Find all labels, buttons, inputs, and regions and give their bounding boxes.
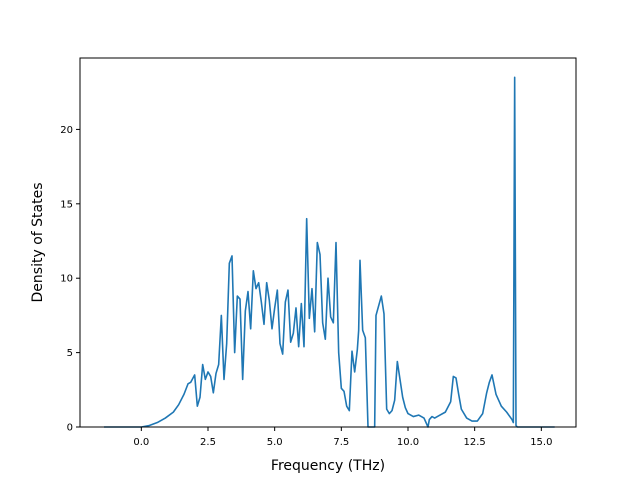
- x-tick-label: 15.0: [530, 437, 552, 448]
- x-tick-label: 5.0: [267, 437, 283, 448]
- series-layer: [104, 76, 555, 428]
- y-tick-label: 0: [67, 423, 73, 434]
- series-line-0: [104, 76, 555, 428]
- y-tick-label: 10: [60, 274, 73, 285]
- x-tick-label: 12.5: [464, 437, 486, 448]
- y-tick-label: 15: [60, 199, 73, 210]
- x-tick-label: 10.0: [397, 437, 419, 448]
- x-tick-label: 0.0: [133, 437, 149, 448]
- y-axis-label: Density of States: [30, 183, 46, 303]
- x-tick-label: 2.5: [200, 437, 216, 448]
- y-axis-ticks: 0 5 10 15 20: [60, 125, 80, 434]
- y-tick-label: 20: [60, 125, 73, 136]
- x-tick-label: 7.5: [333, 437, 349, 448]
- y-tick-label: 5: [67, 348, 73, 359]
- x-axis-label: Frequency (THz): [271, 458, 385, 474]
- x-axis-ticks: 0.0 2.5 5.0 7.5 10.0 12.5 15.0: [133, 427, 552, 448]
- plot-frame: [79, 57, 577, 428]
